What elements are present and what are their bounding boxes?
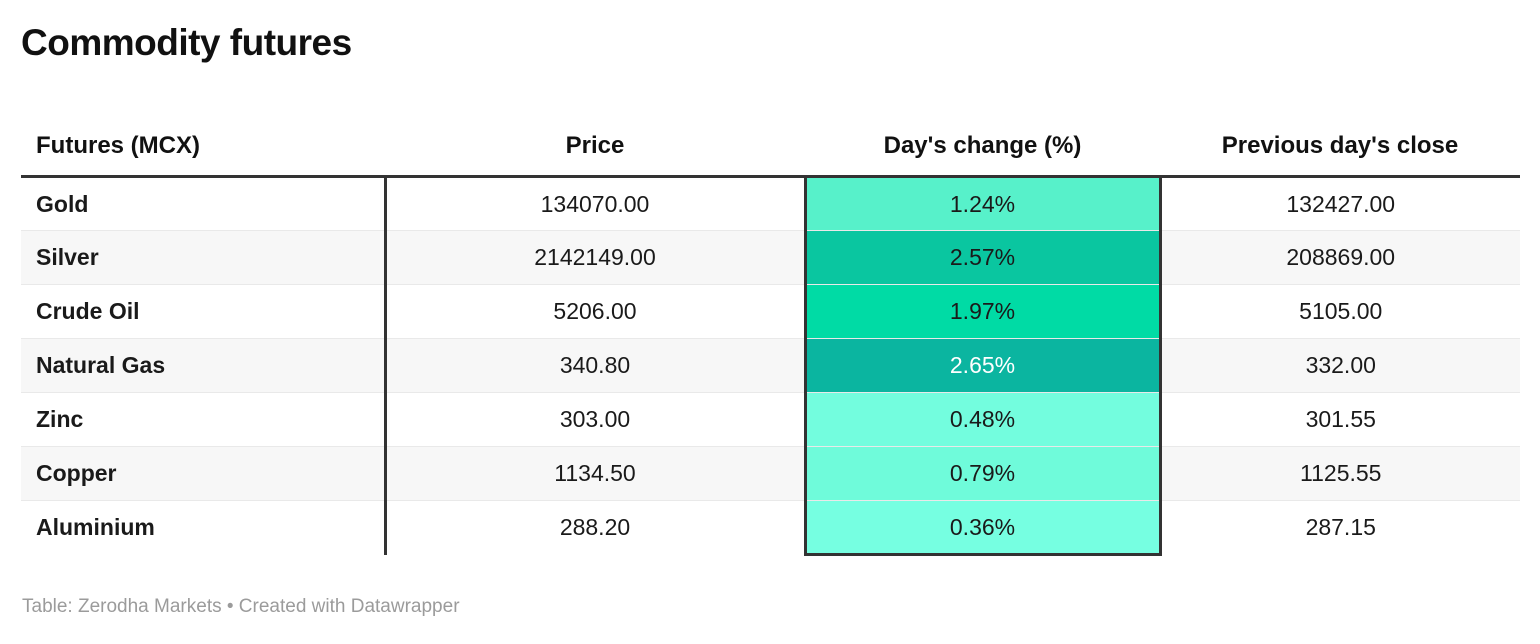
commodity-futures-table: Futures (MCX) Price Day's change (%) Pre…: [21, 108, 1520, 556]
price-cell: 288.20: [385, 500, 805, 555]
table-body: Gold 134070.00 1.24% 132427.00 Silver 21…: [21, 176, 1520, 556]
days-change-cell: 2.57%: [803, 230, 1162, 285]
table-row: Silver 2142149.00 2.57% 208869.00: [21, 230, 1520, 285]
days-change-cell: 2.65%: [803, 338, 1162, 393]
table-row: Copper 1134.50 0.79% 1125.55: [21, 446, 1520, 501]
table-row: Aluminium 288.20 0.36% 287.15: [21, 500, 1520, 556]
days-change-cell: 0.79%: [803, 446, 1162, 501]
table-row: Gold 134070.00 1.24% 132427.00: [21, 176, 1520, 231]
futures-name-cell: Aluminium: [21, 500, 387, 555]
futures-name-cell: Copper: [21, 446, 387, 501]
column-header-prev-close: Previous day's close: [1160, 108, 1520, 178]
days-change-cell: 0.36%: [803, 500, 1162, 556]
price-cell: 1134.50: [385, 446, 805, 501]
price-cell: 303.00: [385, 392, 805, 447]
table-row: Natural Gas 340.80 2.65% 332.00: [21, 338, 1520, 393]
column-header-price: Price: [385, 108, 805, 178]
days-change-cell: 0.48%: [803, 392, 1162, 447]
prev-close-cell: 1125.55: [1160, 446, 1520, 501]
days-change-cell: 1.24%: [803, 176, 1162, 231]
column-header-change: Day's change (%): [805, 108, 1160, 178]
futures-name-cell: Crude Oil: [21, 284, 387, 339]
futures-name-cell: Silver: [21, 230, 387, 285]
price-cell: 5206.00: [385, 284, 805, 339]
prev-close-cell: 332.00: [1160, 338, 1520, 393]
price-cell: 134070.00: [385, 176, 805, 231]
header-row: Futures (MCX) Price Day's change (%) Pre…: [21, 108, 1520, 178]
prev-close-cell: 287.15: [1160, 500, 1520, 555]
prev-close-cell: 208869.00: [1160, 230, 1520, 285]
futures-name-cell: Gold: [21, 176, 387, 231]
page-title: Commodity futures: [21, 22, 352, 63]
table-source-attribution: Table: Zerodha Markets • Created with Da…: [22, 596, 460, 617]
futures-name-cell: Zinc: [21, 392, 387, 447]
table-header: Futures (MCX) Price Day's change (%) Pre…: [21, 108, 1520, 178]
prev-close-cell: 301.55: [1160, 392, 1520, 447]
prev-close-cell: 5105.00: [1160, 284, 1520, 339]
prev-close-cell: 132427.00: [1160, 176, 1520, 231]
price-cell: 340.80: [385, 338, 805, 393]
days-change-cell: 1.97%: [803, 284, 1162, 339]
column-header-futures: Futures (MCX): [21, 108, 385, 178]
table-row: Zinc 303.00 0.48% 301.55: [21, 392, 1520, 447]
futures-name-cell: Natural Gas: [21, 338, 387, 393]
price-cell: 2142149.00: [385, 230, 805, 285]
table-row: Crude Oil 5206.00 1.97% 5105.00: [21, 284, 1520, 339]
datawrapper-table-page: Commodity futures Futures (MCX) Price Da…: [21, 22, 1520, 617]
